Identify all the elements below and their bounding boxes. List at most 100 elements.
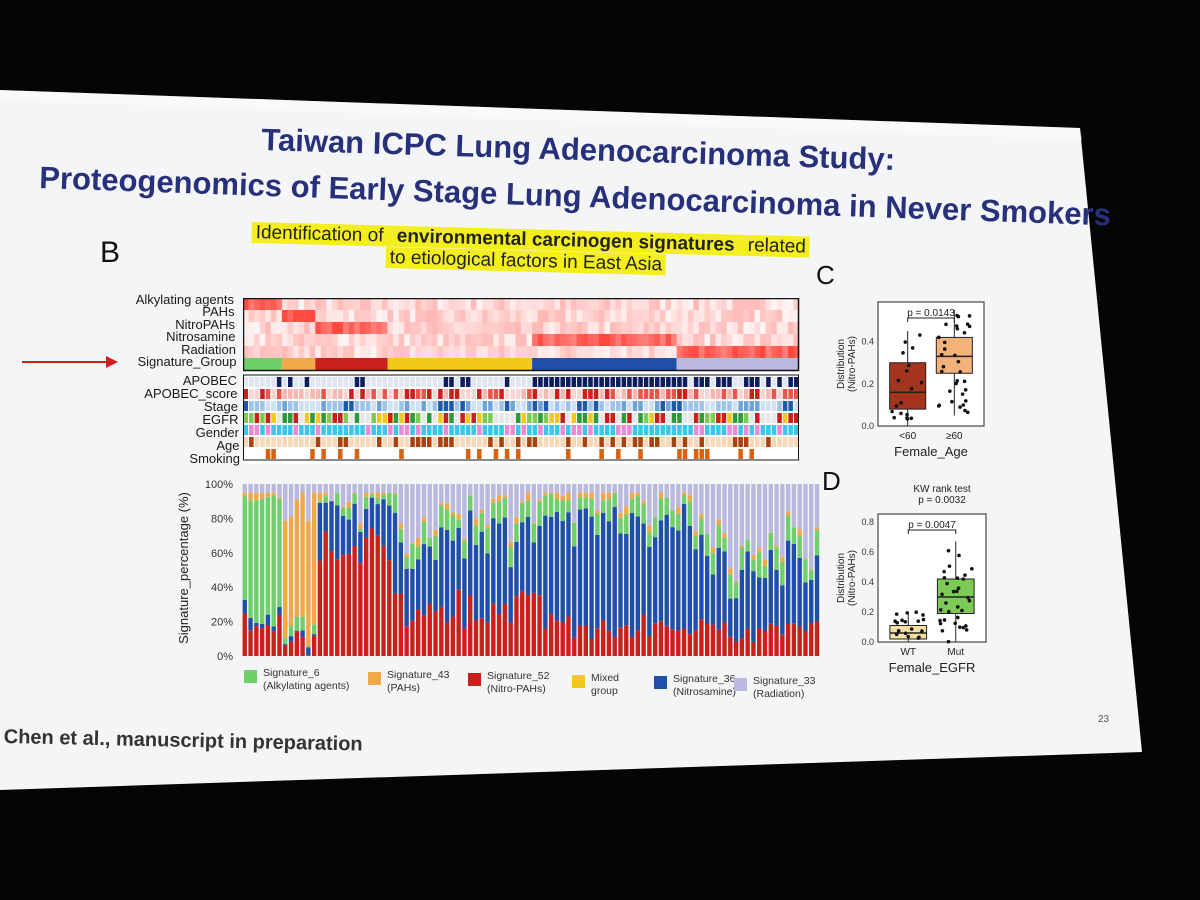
signature-group-block bbox=[676, 358, 799, 370]
heatmap-cell bbox=[493, 322, 500, 334]
stacked-bar-segment bbox=[710, 624, 716, 656]
heatmap-cell bbox=[698, 310, 705, 322]
stacked-bar-segment bbox=[456, 484, 461, 514]
stacked-bar-segment bbox=[624, 484, 629, 507]
annotation-cell bbox=[621, 437, 627, 447]
heatmap-cell bbox=[765, 310, 772, 322]
annotation-cell bbox=[276, 437, 282, 447]
stacked-bar-segment bbox=[543, 628, 548, 656]
heatmap-cell bbox=[593, 346, 600, 358]
stacked-bar-segment bbox=[404, 556, 409, 569]
annotation-cell bbox=[365, 377, 371, 387]
annotation-cell bbox=[499, 425, 504, 435]
heatmap-cell bbox=[548, 346, 555, 358]
heatmap-cell bbox=[248, 298, 255, 310]
annotation-cell bbox=[310, 377, 315, 387]
stacked-bar-segment bbox=[271, 495, 276, 627]
heatmap-cell bbox=[515, 298, 522, 310]
stacked-bar-segment bbox=[589, 492, 594, 499]
annotation-cell bbox=[415, 401, 421, 411]
annotation-cell bbox=[304, 413, 310, 423]
annotation-cell bbox=[560, 401, 565, 411]
legend-label: Signature_33 (Radiation) bbox=[753, 675, 815, 701]
heatmap-cell bbox=[454, 346, 461, 358]
stacked-bar-segment bbox=[491, 484, 496, 499]
stacked-bar-segment bbox=[311, 624, 317, 635]
annotation-cell bbox=[360, 389, 365, 399]
heatmap-cell bbox=[437, 322, 444, 334]
stacked-bar-segment bbox=[300, 616, 305, 631]
annotation-cell bbox=[421, 425, 426, 435]
stacked-bar-segment bbox=[681, 492, 687, 495]
stacked-bar-segment bbox=[803, 582, 808, 632]
stacked-bar-segment bbox=[641, 501, 646, 505]
annotation-cell bbox=[482, 377, 488, 387]
annotation-cell bbox=[415, 425, 421, 435]
legend-label-line1: Signature_52 bbox=[487, 670, 550, 683]
annotation-cell bbox=[293, 377, 299, 387]
annotation-cell bbox=[582, 377, 588, 387]
heatmap-cell bbox=[754, 346, 761, 358]
annotation-cell bbox=[432, 413, 438, 423]
annotation-cell bbox=[527, 389, 532, 399]
stacked-bar-segment bbox=[647, 484, 652, 526]
heatmap-cell bbox=[604, 334, 611, 346]
heatmap-cell bbox=[665, 298, 672, 310]
annotation-cell bbox=[510, 377, 515, 387]
heatmap-cell bbox=[487, 322, 494, 334]
annotation-cell bbox=[265, 413, 271, 423]
heatmap-cell bbox=[509, 322, 516, 334]
stacked-bar-segment bbox=[473, 545, 479, 621]
annotation-cell bbox=[738, 449, 743, 459]
stacked-bar-segment bbox=[248, 630, 253, 656]
plot-frame bbox=[877, 513, 987, 643]
heatmap-cell bbox=[432, 322, 438, 334]
annotation-cell bbox=[604, 377, 610, 387]
stacked-bar-segment bbox=[543, 492, 548, 496]
annotation-cell bbox=[699, 377, 704, 387]
heatmap-cell bbox=[776, 298, 783, 310]
stacked-bar-segment bbox=[525, 484, 531, 493]
annotation-cell bbox=[460, 449, 465, 459]
stacked-bar-segment bbox=[774, 625, 779, 656]
annotation-cell bbox=[560, 377, 565, 387]
heatmap-cell bbox=[676, 334, 683, 346]
heatmap-cell bbox=[682, 346, 689, 358]
annotation-cell bbox=[282, 401, 287, 411]
annotation-cell bbox=[693, 401, 699, 411]
annotation-cell bbox=[643, 377, 649, 387]
heatmap-cell bbox=[293, 322, 299, 334]
heatmap-cell bbox=[537, 322, 544, 334]
stacked-bar-segment bbox=[265, 625, 271, 656]
jitter-point bbox=[938, 608, 943, 612]
annotation-cell bbox=[538, 425, 543, 435]
box-y-label-2: (Nitro-PAHs) bbox=[847, 550, 858, 606]
heatmap-cell bbox=[493, 310, 500, 322]
heatmap-cell bbox=[754, 298, 761, 310]
stacked-bar-segment bbox=[306, 647, 311, 656]
stacked-bar-segment bbox=[600, 620, 606, 656]
annotation-cell bbox=[599, 449, 604, 459]
annotation-cell bbox=[677, 413, 682, 423]
annotation-cell bbox=[471, 425, 477, 435]
heatmap-cell bbox=[454, 334, 461, 346]
stacked-bar-segment bbox=[340, 555, 346, 656]
heatmap-cell bbox=[493, 346, 500, 358]
heatmap-cell bbox=[615, 310, 622, 322]
annotation-cell bbox=[276, 401, 282, 411]
annotation-cell bbox=[743, 401, 749, 411]
annotation-cell bbox=[254, 413, 260, 423]
stacked-bar-segment bbox=[294, 616, 299, 631]
annotation-cell bbox=[554, 377, 560, 387]
annotation-cell bbox=[771, 425, 777, 435]
stacked-bar-segment bbox=[271, 626, 276, 632]
legend-label-line2: (PAHs) bbox=[387, 681, 421, 694]
heatmap-cell bbox=[359, 334, 366, 346]
annotation-cell bbox=[254, 449, 260, 459]
annotation-cell bbox=[771, 437, 777, 447]
heatmap-cell bbox=[710, 298, 716, 310]
annotation-cell bbox=[499, 377, 504, 387]
heatmap-cell bbox=[537, 346, 544, 358]
annotation-cell bbox=[565, 425, 571, 435]
heatmap-cell bbox=[243, 334, 249, 346]
